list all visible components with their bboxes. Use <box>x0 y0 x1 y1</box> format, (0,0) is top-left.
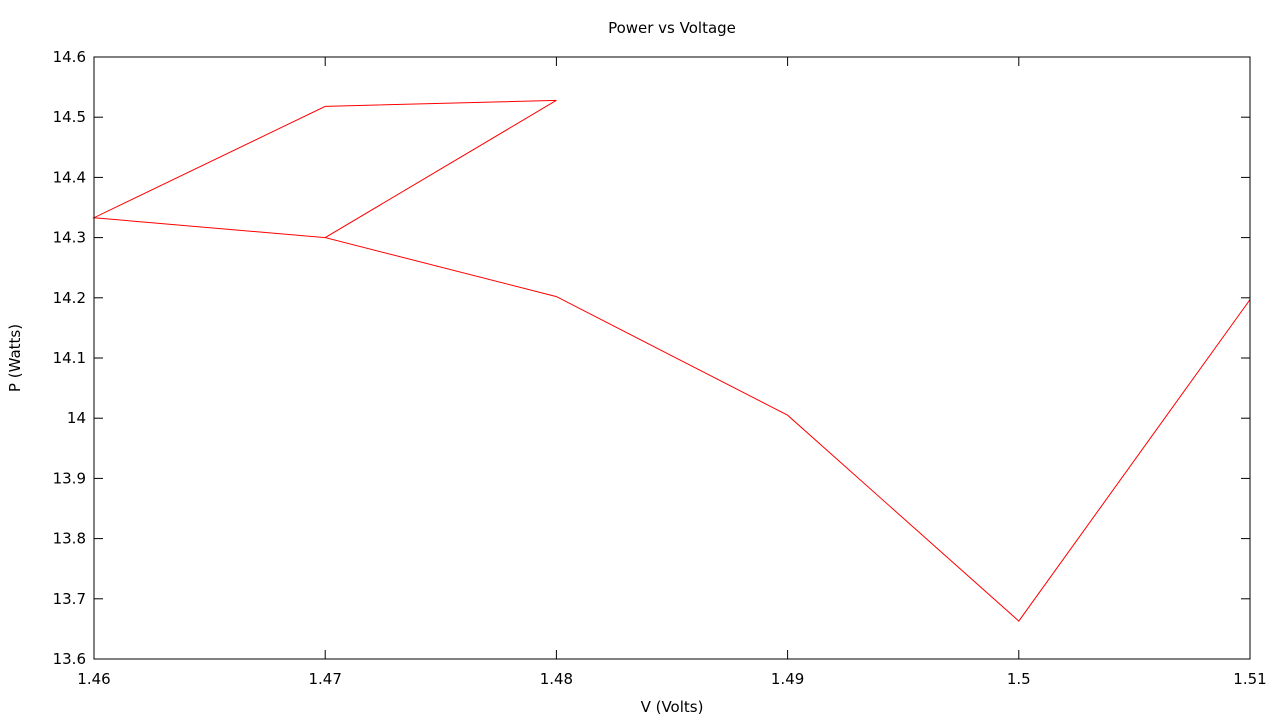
y-axis-label: P (Watts) <box>6 324 24 392</box>
tick-layer: 1.46 1.47 1.48 1.49 1.5 1.51 13.6 13.7 13.8 13.9 1… <box>53 48 1267 688</box>
y-tick-label: 13.7 <box>53 590 86 608</box>
x-tick-label: 1.5 <box>1007 670 1031 688</box>
x-tick-label: 1.51 <box>1233 670 1266 688</box>
x-axis-label: V (Volts) <box>641 698 704 716</box>
y-tick-label: 13.6 <box>53 650 86 668</box>
x-tick-label: 1.46 <box>77 670 110 688</box>
y-tick-label: 14.2 <box>53 289 86 307</box>
y-tick-label: 14.1 <box>53 349 86 367</box>
y-tick-label: 14.5 <box>53 108 86 126</box>
y-tick-label: 14.3 <box>53 229 86 247</box>
x-tick-label: 1.49 <box>771 670 804 688</box>
plot-frame <box>93 56 1251 660</box>
series-layer <box>92 99 1251 622</box>
series-line <box>92 99 1251 622</box>
y-tick-label: 14.6 <box>53 48 86 66</box>
x-tick-label: 1.48 <box>540 670 573 688</box>
chart-title: Power vs Voltage <box>608 19 736 37</box>
y-tick-label: 13.9 <box>53 469 86 487</box>
y-tick-label: 14 <box>67 409 86 427</box>
y-tick-label: 14.4 <box>53 168 86 186</box>
x-tick-label: 1.47 <box>308 670 341 688</box>
y-tick-label: 13.8 <box>53 530 86 548</box>
